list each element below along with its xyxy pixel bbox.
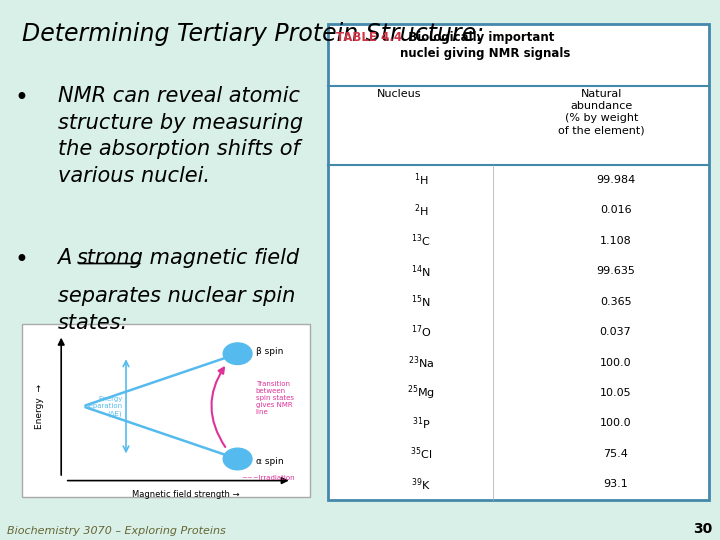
- Text: 0.037: 0.037: [600, 327, 631, 337]
- Text: •: •: [14, 248, 28, 272]
- Text: Magnetic field strength →: Magnetic field strength →: [132, 490, 239, 500]
- Text: $^{14}$N: $^{14}$N: [411, 263, 431, 280]
- Text: $^{15}$N: $^{15}$N: [411, 293, 431, 310]
- Text: 99.635: 99.635: [596, 266, 635, 276]
- Text: $^{35}$Cl: $^{35}$Cl: [410, 446, 432, 462]
- Text: 0.365: 0.365: [600, 296, 631, 307]
- Text: Nucleus: Nucleus: [377, 89, 422, 99]
- Text: •: •: [14, 86, 28, 110]
- Text: $^{31}$P: $^{31}$P: [412, 415, 431, 431]
- Text: Biologically important
nuclei giving NMR signals: Biologically important nuclei giving NMR…: [400, 31, 570, 60]
- Text: Biochemistry 3070 – Exploring Proteins: Biochemistry 3070 – Exploring Proteins: [7, 525, 226, 536]
- Text: 30: 30: [693, 522, 713, 536]
- Text: 100.0: 100.0: [600, 418, 631, 428]
- Text: ~~~Irradiation: ~~~Irradiation: [241, 475, 294, 481]
- Text: $^{2}$H: $^{2}$H: [414, 202, 428, 219]
- Text: $^{39}$K: $^{39}$K: [411, 476, 431, 492]
- Text: Energy  →: Energy →: [35, 384, 44, 429]
- Text: $^{17}$O: $^{17}$O: [411, 324, 431, 340]
- Text: 75.4: 75.4: [603, 449, 628, 459]
- Text: 0.016: 0.016: [600, 205, 631, 215]
- FancyBboxPatch shape: [22, 324, 310, 497]
- Text: $^{25}$Mg: $^{25}$Mg: [408, 384, 435, 402]
- FancyBboxPatch shape: [328, 24, 709, 500]
- Text: $^{23}$Na: $^{23}$Na: [408, 354, 434, 371]
- Text: magnetic field: magnetic field: [143, 248, 299, 268]
- Text: 1.108: 1.108: [600, 236, 631, 246]
- Text: separates nuclear spin
states:: separates nuclear spin states:: [58, 286, 295, 333]
- Text: $^{13}$C: $^{13}$C: [411, 233, 431, 249]
- Text: strong: strong: [76, 248, 143, 268]
- Text: Determining Tertiary Protein Structure:: Determining Tertiary Protein Structure:: [22, 22, 484, 45]
- Circle shape: [223, 448, 252, 470]
- Text: NMR can reveal atomic
structure by measuring
the absorption shifts of
various nu: NMR can reveal atomic structure by measu…: [58, 86, 302, 186]
- Text: TABLE 4.4: TABLE 4.4: [336, 31, 402, 44]
- Text: 100.0: 100.0: [600, 357, 631, 368]
- Text: $^{1}$H: $^{1}$H: [414, 172, 428, 188]
- Text: 93.1: 93.1: [603, 480, 628, 489]
- Text: α spin: α spin: [256, 457, 283, 466]
- Text: A: A: [58, 248, 78, 268]
- Text: 10.05: 10.05: [600, 388, 631, 398]
- Circle shape: [223, 343, 252, 364]
- Text: Energy
separation
(ΔE): Energy separation (ΔE): [85, 396, 122, 416]
- Text: 99.984: 99.984: [596, 175, 635, 185]
- Text: Transition
between
spin states
gives NMR
line: Transition between spin states gives NMR…: [256, 381, 294, 415]
- Text: Natural
abundance
(% by weight
of the element): Natural abundance (% by weight of the el…: [558, 89, 644, 135]
- Text: β spin: β spin: [256, 347, 283, 355]
